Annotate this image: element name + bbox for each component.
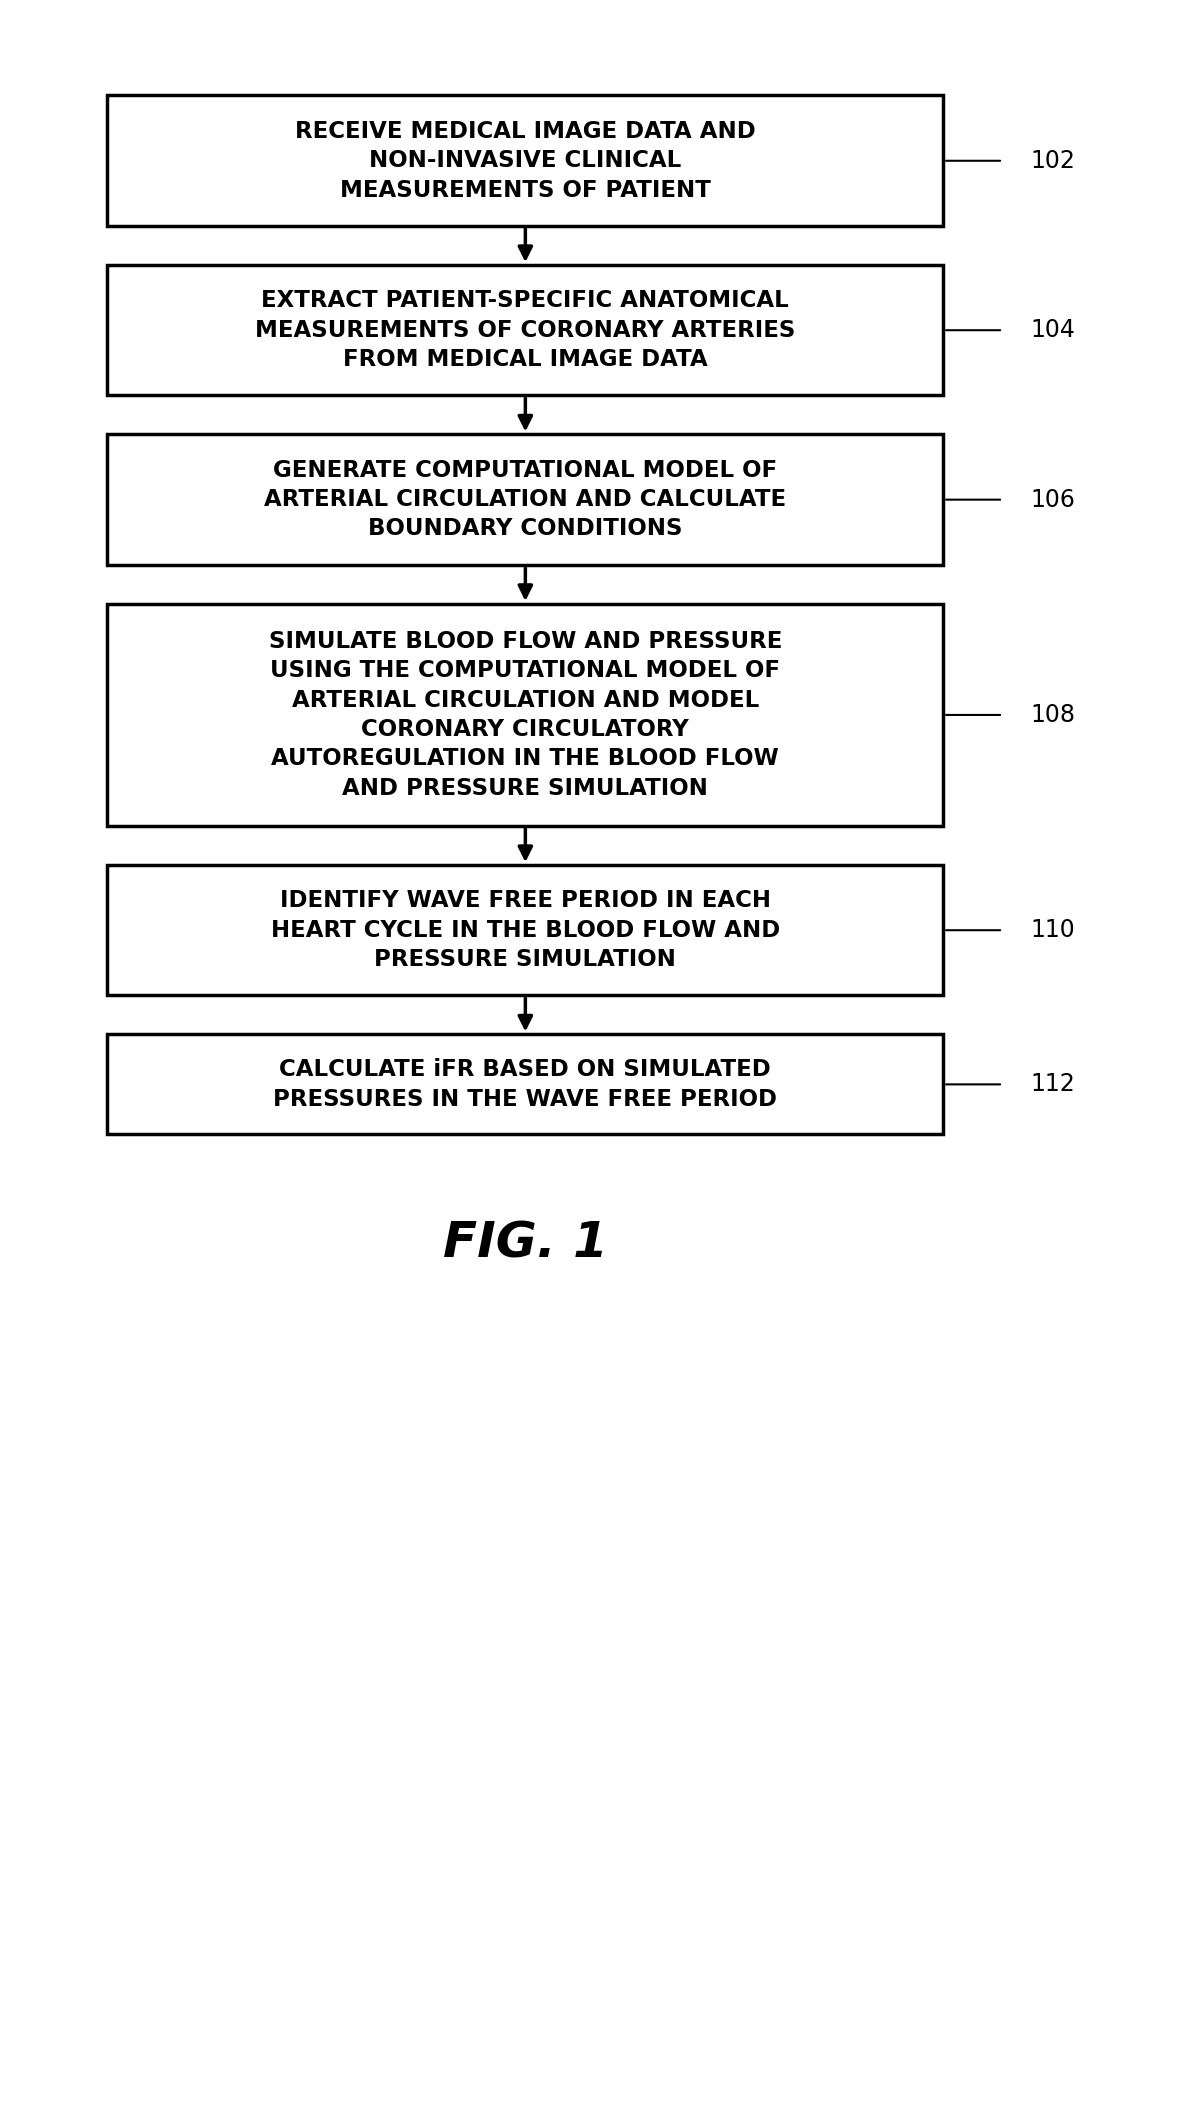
Bar bbox=[107, 1033, 943, 1135]
Text: FIG. 1: FIG. 1 bbox=[443, 1220, 608, 1269]
Text: IDENTIFY WAVE FREE PERIOD IN EACH
HEART CYCLE IN THE BLOOD FLOW AND
PRESSURE SIM: IDENTIFY WAVE FREE PERIOD IN EACH HEART … bbox=[271, 889, 780, 972]
Text: CALCULATE iFR BASED ON SIMULATED
PRESSURES IN THE WAVE FREE PERIOD: CALCULATE iFR BASED ON SIMULATED PRESSUR… bbox=[273, 1059, 777, 1110]
Text: 108: 108 bbox=[1030, 702, 1076, 728]
Text: EXTRACT PATIENT-SPECIFIC ANATOMICAL
MEASUREMENTS OF CORONARY ARTERIES
FROM MEDIC: EXTRACT PATIENT-SPECIFIC ANATOMICAL MEAS… bbox=[256, 289, 795, 371]
Bar bbox=[107, 605, 943, 825]
Bar bbox=[107, 95, 943, 227]
Text: 112: 112 bbox=[1030, 1072, 1076, 1097]
Bar bbox=[107, 866, 943, 995]
Text: SIMULATE BLOOD FLOW AND PRESSURE
USING THE COMPUTATIONAL MODEL OF
ARTERIAL CIRCU: SIMULATE BLOOD FLOW AND PRESSURE USING T… bbox=[269, 630, 782, 800]
Bar bbox=[107, 435, 943, 564]
Text: 104: 104 bbox=[1030, 318, 1076, 342]
Bar bbox=[107, 265, 943, 395]
Text: 106: 106 bbox=[1030, 488, 1076, 511]
Text: RECEIVE MEDICAL IMAGE DATA AND
NON-INVASIVE CLINICAL
MEASUREMENTS OF PATIENT: RECEIVE MEDICAL IMAGE DATA AND NON-INVAS… bbox=[295, 121, 756, 202]
Text: GENERATE COMPUTATIONAL MODEL OF
ARTERIAL CIRCULATION AND CALCULATE
BOUNDARY COND: GENERATE COMPUTATIONAL MODEL OF ARTERIAL… bbox=[264, 458, 787, 541]
Text: 102: 102 bbox=[1030, 149, 1076, 172]
Text: 110: 110 bbox=[1030, 919, 1076, 942]
